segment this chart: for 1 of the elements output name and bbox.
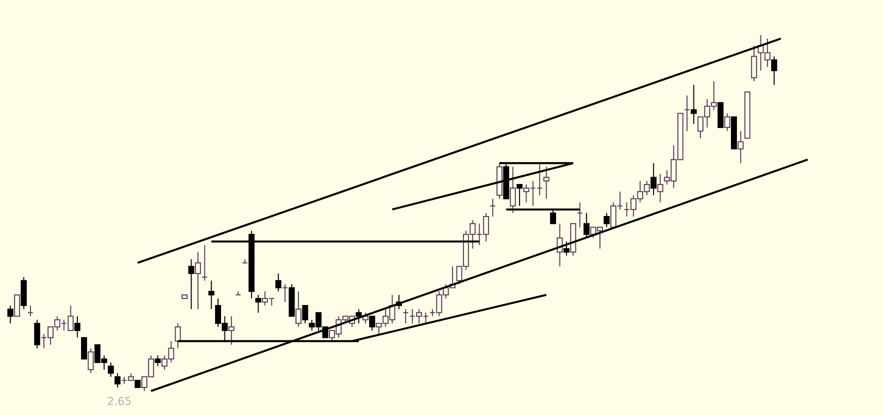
annotation: 2.65 bbox=[107, 395, 132, 408]
